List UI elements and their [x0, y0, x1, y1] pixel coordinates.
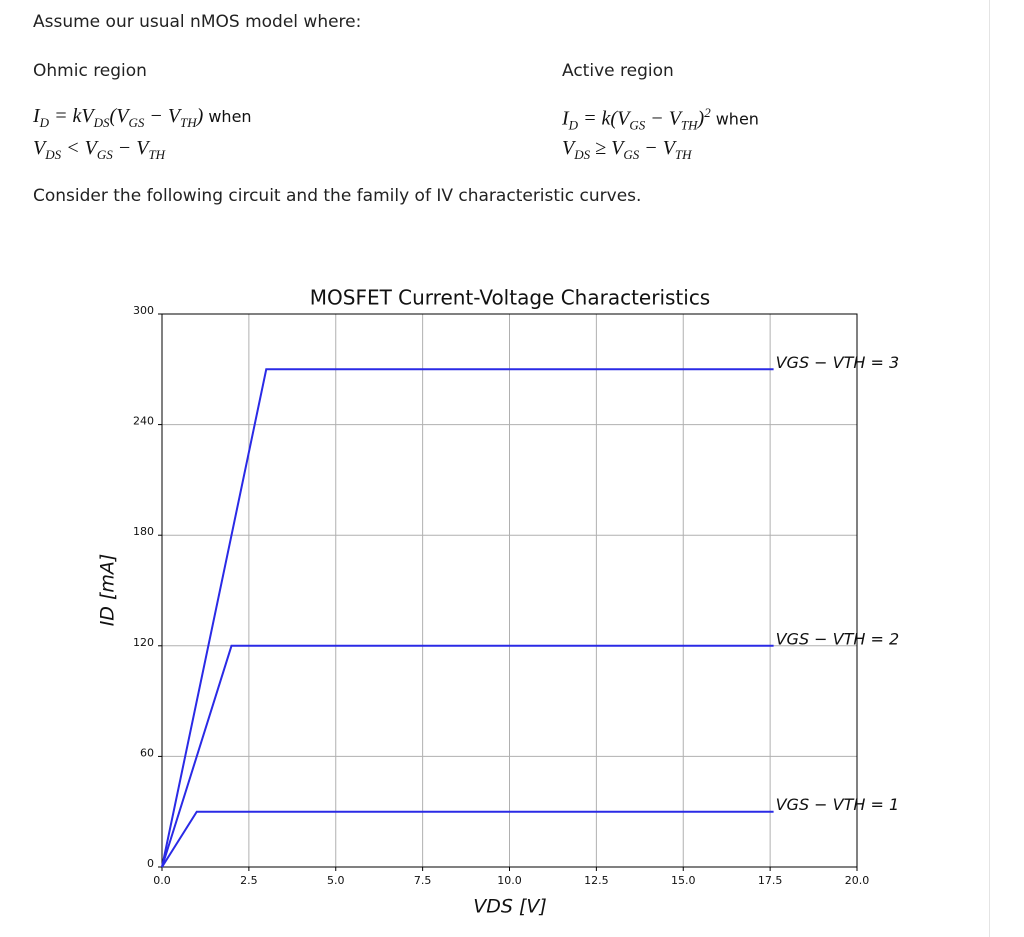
x-tick-label: 15.0 — [671, 874, 696, 887]
math-text: V — [33, 137, 46, 159]
math-text: I — [33, 105, 40, 127]
math-text: − V — [639, 137, 675, 159]
consider: Consider the following circuit and the f… — [33, 186, 642, 206]
line — [161, 368, 774, 868]
subscript: TH — [680, 117, 698, 133]
formula: ID = k(VGS − VTH)2 when — [562, 105, 759, 134]
math-text: ) — [697, 107, 705, 130]
superscript: 2 — [704, 105, 711, 120]
border — [989, 0, 990, 937]
series-label: VGS − VTH = 2 — [776, 629, 900, 648]
x-tick-label: 12.5 — [584, 874, 609, 887]
line — [161, 644, 774, 868]
subscript: DS — [45, 147, 62, 162]
math-text: = k(V — [578, 107, 630, 130]
y-tick-label: 180 — [133, 525, 154, 538]
math-text: ≥ V — [590, 137, 624, 159]
math-text: I — [562, 107, 569, 130]
formula: ID = kVDS(VGS − VTH) when — [33, 105, 252, 131]
y-axis-label: ID [mA] — [97, 554, 119, 627]
active-title: Active region — [562, 61, 674, 81]
math-text: < V — [61, 137, 97, 159]
math-text: − V — [112, 137, 149, 159]
x-tick-label: 5.0 — [327, 874, 345, 887]
subscript: GS — [623, 147, 640, 162]
subscript: D — [568, 117, 579, 133]
subscript: GS — [128, 115, 145, 130]
chart-title: MOSFET Current-Voltage Characteristics — [310, 286, 710, 310]
x-tick-label: 17.5 — [758, 874, 783, 887]
subscript: TH — [180, 115, 197, 130]
when: when — [208, 107, 252, 126]
y-tick-label: 300 — [133, 304, 154, 317]
x-tick-label: 10.0 — [497, 874, 522, 887]
math-text: ) — [196, 105, 204, 127]
series-label: VGS − VTH = 3 — [776, 353, 900, 372]
when: when — [715, 109, 759, 129]
line — [161, 810, 774, 868]
subscript: TH — [674, 147, 692, 162]
math-text: (V — [109, 105, 129, 127]
x-tick-label: 20.0 — [845, 874, 870, 887]
x-tick-label: 2.5 — [240, 874, 258, 887]
math-text: − V — [645, 107, 681, 130]
subscript: DS — [574, 147, 591, 162]
y-tick-label: 240 — [133, 415, 154, 428]
plot-frame — [161, 313, 858, 868]
subscript: DS — [93, 115, 110, 130]
subscript: D — [39, 115, 50, 130]
condition: VDS ≥ VGS − VTH — [562, 137, 692, 163]
subscript: GS — [629, 117, 646, 133]
y-tick-label: 0 — [147, 857, 154, 870]
math-text: − V — [144, 105, 181, 127]
subscript: GS — [96, 147, 113, 162]
math-text: = kV — [49, 105, 94, 127]
condition: VDS < VGS − VTH — [33, 137, 165, 163]
x-tick-label: 7.5 — [414, 874, 432, 887]
ohmic-title: Ohmic region — [33, 61, 147, 81]
y-tick-label: 120 — [133, 636, 154, 649]
x-axis-label: VDS [V] — [473, 896, 547, 918]
x-tick-label: 0.0 — [153, 874, 171, 887]
series-label: VGS − VTH = 1 — [776, 795, 900, 814]
intro: Assume our usual nMOS model where: — [33, 12, 362, 32]
y-tick-label: 60 — [140, 746, 154, 759]
subscript: TH — [148, 147, 166, 162]
math-text: V — [562, 137, 575, 159]
